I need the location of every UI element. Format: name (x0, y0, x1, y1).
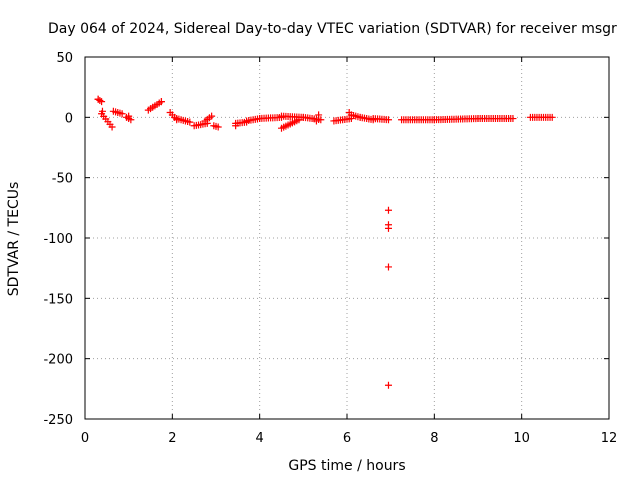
data-series (94, 95, 556, 389)
data-point (312, 117, 320, 125)
x-tick-label: 2 (168, 431, 176, 446)
x-tick-label: 10 (513, 431, 530, 446)
data-point (208, 112, 216, 120)
data-point (214, 123, 222, 131)
data-point (108, 123, 116, 131)
data-point (127, 116, 135, 124)
x-axis-label: GPS time / hours (288, 458, 405, 474)
y-tick-label: -50 (52, 172, 73, 187)
x-tick-label: 8 (430, 431, 438, 446)
data-point (232, 122, 240, 130)
chart-title: Day 064 of 2024, Sidereal Day-to-day VTE… (48, 21, 617, 37)
x-tick-label: 12 (601, 431, 618, 446)
data-point (98, 107, 106, 115)
data-point (317, 116, 325, 124)
data-point (125, 112, 133, 120)
y-tick-label: -150 (43, 292, 73, 307)
data-point (94, 95, 102, 103)
data-point (345, 109, 353, 117)
data-point (157, 98, 165, 106)
data-point (118, 110, 126, 118)
y-tick-label: -100 (43, 232, 73, 247)
grid (85, 57, 609, 419)
data-point (315, 111, 323, 119)
data-point (384, 116, 392, 124)
data-point (384, 381, 392, 389)
y-tick-label: -200 (43, 353, 73, 368)
y-axis-label: SDTVAR / TECUs (6, 182, 22, 297)
data-point (548, 113, 556, 121)
data-point (384, 206, 392, 214)
data-point (384, 224, 392, 232)
data-point (186, 118, 194, 126)
x-tick-label: 4 (256, 431, 264, 446)
axis-ticks: 0 2 4 6 8 10 12 -250 -200 -150 -100 -50 0 50 (43, 51, 617, 446)
y-tick-label: 0 (65, 111, 73, 126)
data-point (509, 115, 517, 123)
x-tick-label: 6 (343, 431, 351, 446)
x-tick-label: 0 (81, 431, 89, 446)
y-tick-label: 50 (56, 51, 73, 66)
data-point (384, 263, 392, 271)
data-point (96, 96, 104, 104)
y-tick-label: -250 (43, 413, 73, 428)
